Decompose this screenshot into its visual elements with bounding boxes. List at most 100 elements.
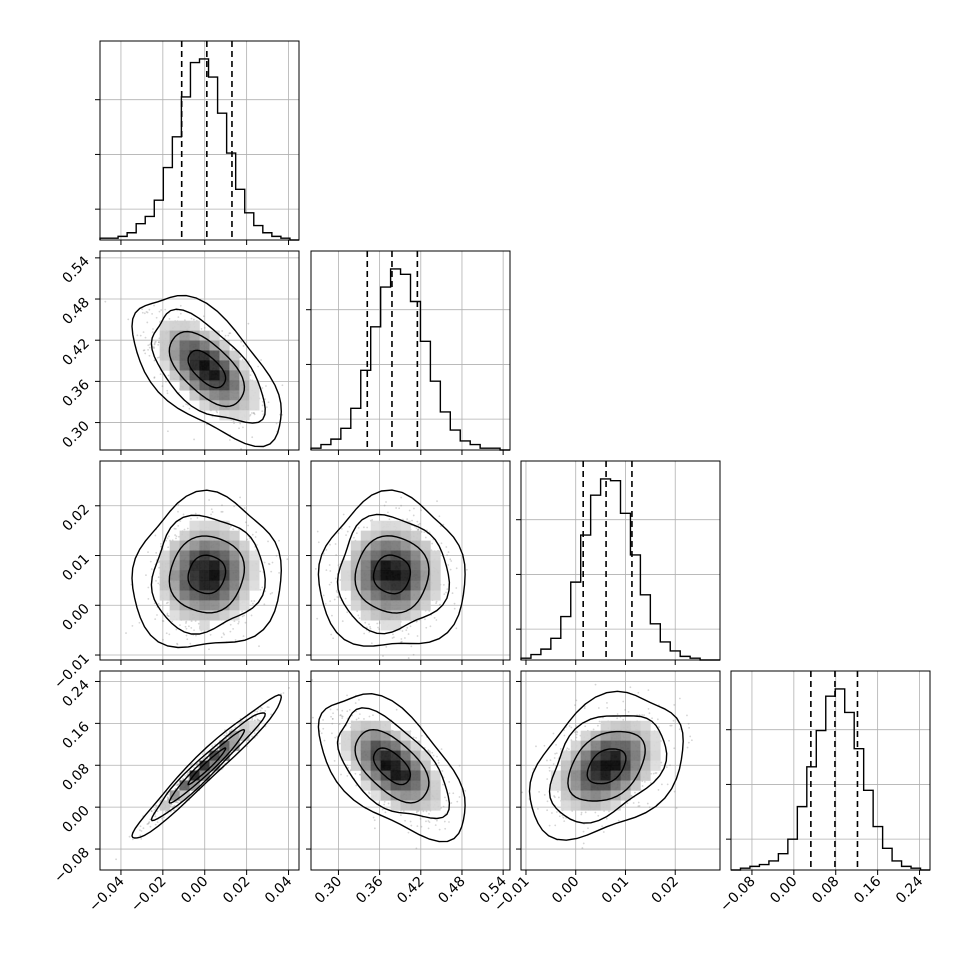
density-cell: [229, 560, 240, 571]
sample-point: [420, 530, 423, 533]
density-cell: [219, 580, 230, 591]
sample-point: [278, 539, 280, 542]
density-cell: [199, 590, 210, 601]
sample-point: [328, 583, 331, 586]
sample-point: [268, 563, 271, 566]
sample-point: [447, 551, 450, 553]
sample-point: [311, 679, 314, 681]
sample-point: [455, 587, 458, 589]
sample-point: [251, 718, 254, 721]
sample-point: [261, 387, 264, 389]
sample-point: [233, 505, 236, 508]
sample-point: [253, 412, 255, 414]
density-cell: [410, 530, 421, 541]
sample-point: [174, 527, 177, 530]
density-cell: [400, 530, 411, 541]
sample-point: [159, 543, 162, 545]
sample-point: [222, 632, 225, 635]
sample-point: [400, 641, 402, 644]
sample-point: [154, 340, 157, 343]
sample-point: [165, 602, 168, 605]
sample-point: [400, 640, 403, 643]
density-cell: [340, 580, 352, 591]
density-cell: [209, 350, 220, 361]
sample-point: [255, 549, 258, 551]
sample-point: [230, 728, 233, 731]
sample-point: [177, 316, 180, 319]
sample-point: [179, 312, 182, 315]
sample-point: [242, 635, 245, 638]
sample-point: [242, 426, 244, 429]
sample-point: [179, 624, 181, 627]
density-cell: [239, 540, 250, 551]
density-cell: [390, 540, 401, 551]
sample-point: [391, 637, 394, 639]
sample-point: [392, 636, 395, 639]
sample-point: [238, 620, 240, 623]
density-cell: [189, 550, 200, 561]
sample-point: [354, 702, 357, 704]
sample-point: [150, 568, 153, 570]
sample-point: [400, 638, 403, 640]
sample-point: [234, 726, 237, 729]
density-cell: [390, 520, 401, 531]
y-tick-label: 0.00: [59, 803, 92, 836]
sample-point: [437, 761, 440, 764]
density-cell: [189, 360, 200, 371]
sample-point: [223, 734, 226, 737]
density-cell: [179, 340, 190, 351]
sample-point: [162, 620, 165, 623]
sample-point: [223, 633, 226, 636]
sample-point: [233, 422, 235, 425]
density-cell: [410, 590, 421, 601]
sample-point: [171, 620, 174, 623]
contour-level-2: [336, 513, 451, 635]
sample-point: [333, 598, 336, 601]
sample-point: [177, 525, 180, 527]
sample-point: [211, 745, 214, 747]
y-tick-label: −0.08: [51, 845, 93, 887]
sample-point: [147, 597, 150, 600]
y-tick-label: 0.30: [59, 418, 92, 451]
contour-level-0: [187, 554, 227, 595]
density-cell: [219, 390, 230, 401]
density-cell: [199, 620, 210, 631]
sample-point: [328, 564, 331, 566]
density-cell: [239, 600, 250, 611]
sample-point: [221, 510, 224, 513]
sample-point: [166, 798, 169, 801]
sample-point: [244, 521, 247, 524]
sample-point: [151, 331, 154, 334]
density-cell: [219, 360, 230, 371]
sample-point: [148, 346, 151, 349]
sample-point: [376, 622, 379, 625]
sample-point: [155, 551, 158, 554]
sample-point: [175, 784, 178, 787]
sample-point: [286, 558, 289, 561]
density-cell: [380, 570, 391, 581]
density-cell: [199, 400, 210, 411]
density-cell: [169, 550, 180, 561]
density-cell: [360, 570, 371, 581]
sample-point: [253, 732, 256, 735]
sample-point: [385, 645, 388, 648]
sample-point: [202, 757, 205, 760]
sample-point: [325, 548, 328, 551]
sample-point: [275, 554, 278, 557]
density-cell: [360, 610, 371, 621]
sample-point: [165, 539, 167, 542]
density-cell: [219, 610, 230, 621]
sample-point: [275, 422, 278, 425]
density-cell: [420, 590, 431, 601]
sample-point: [238, 528, 241, 531]
sample-point: [183, 528, 186, 531]
sample-point: [220, 510, 223, 513]
density-cell: [219, 550, 230, 561]
sample-point: [225, 732, 228, 734]
sample-point: [104, 300, 107, 303]
sample-point: [148, 821, 151, 823]
panel-frame: [99, 670, 300, 871]
sample-point: [147, 344, 150, 347]
sample-point: [179, 304, 182, 307]
sample-point: [263, 561, 266, 564]
